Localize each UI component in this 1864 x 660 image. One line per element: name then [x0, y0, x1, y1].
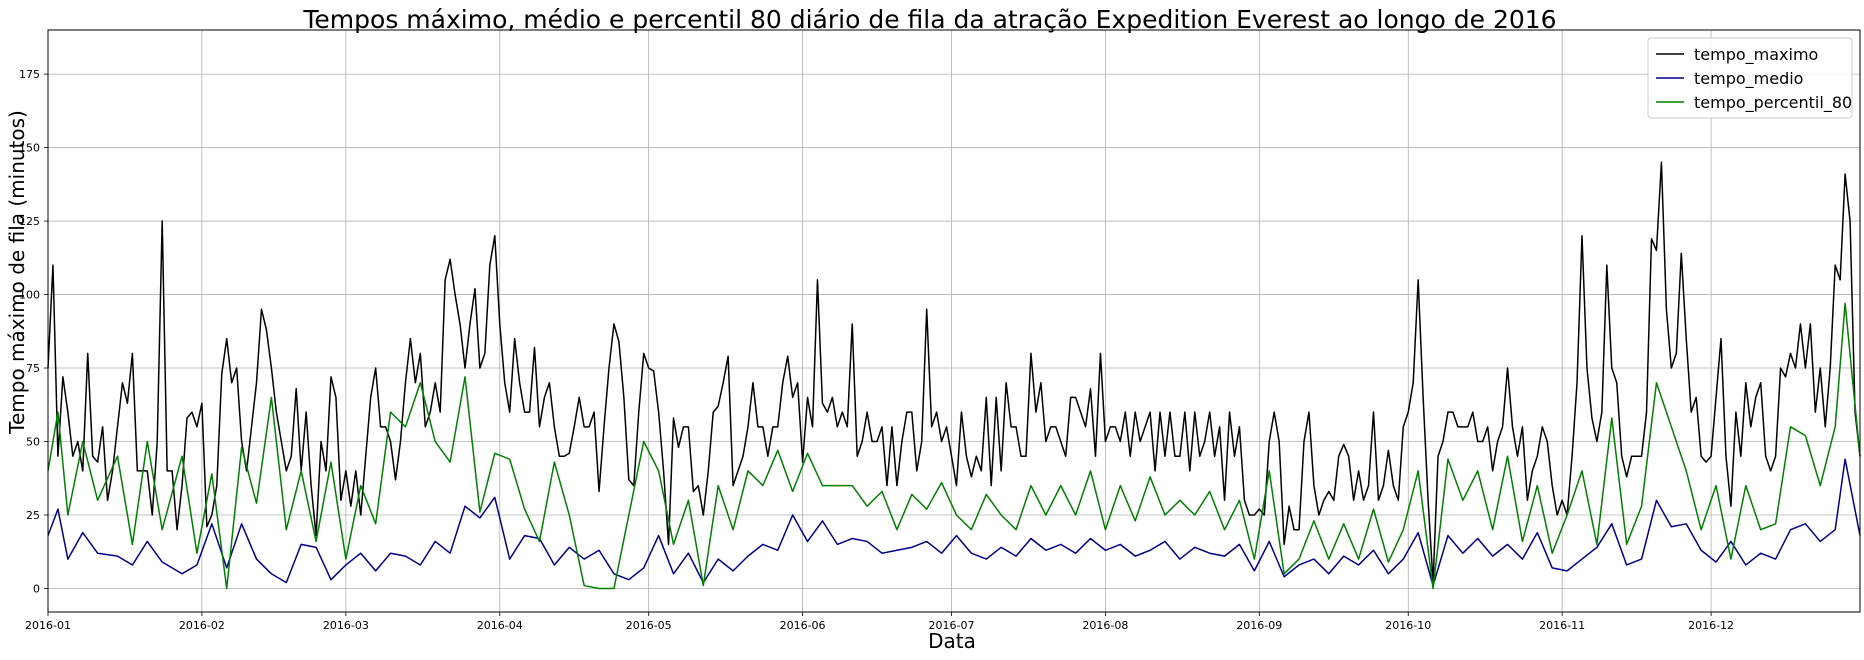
y-tick-label: 0 [33, 582, 40, 595]
y-axis-ticks: 0 25 50 75 100 125 150 175 [19, 68, 48, 595]
legend-box [1647, 37, 1853, 119]
y-axis-label: Tempo máximo de fila (minutos) [5, 110, 29, 435]
x-tick-label: 2016-11 [1539, 619, 1585, 632]
x-axis-ticks: 2016-01 2016-02 2016-03 2016-04 2016-05 2016-… [25, 612, 1734, 632]
plot-frame [47, 29, 1861, 613]
x-tick-label: 2016-07 [929, 619, 975, 632]
x-tick-label: 2016-03 [323, 619, 369, 632]
y-tick-label: 75 [26, 362, 40, 375]
series-line-tempo-percentil-80 [47, 302, 1861, 590]
x-tick-label: 2016-09 [1236, 619, 1282, 632]
x-tick-label: 2016-01 [25, 619, 71, 632]
legend-label-tempo-percentil-80: tempo_percentil_80 [1694, 93, 1852, 113]
x-tick-label: 2016-06 [780, 619, 826, 632]
x-tick-label: 2016-05 [626, 619, 672, 632]
legend-label-tempo-maximo: tempo_maximo [1694, 45, 1818, 65]
x-tick-label: 2016-10 [1385, 619, 1431, 632]
y-tick-label: 100 [19, 289, 40, 302]
x-tick-label: 2016-12 [1688, 619, 1734, 632]
series-lines [47, 161, 1861, 590]
x-tick-label: 2016-02 [179, 619, 225, 632]
legend-label-tempo-medio: tempo_medio [1694, 69, 1803, 89]
series-line-tempo-medio [47, 458, 1861, 587]
legend: tempo_maximo tempo_medio tempo_percentil_8… [1647, 37, 1853, 119]
chart-title: Tempos máximo, médio e percentil 80 diár… [302, 5, 1556, 34]
y-tick-label: 125 [19, 215, 40, 228]
y-tick-label: 50 [26, 436, 40, 449]
x-tick-label: 2016-08 [1082, 619, 1128, 632]
x-axis-label: Data [928, 629, 976, 653]
x-tick-label: 2016-04 [477, 619, 523, 632]
y-tick-label: 175 [19, 68, 40, 81]
y-tick-label: 150 [19, 142, 40, 155]
grid [47, 30, 1860, 612]
series-line-tempo-maximo [47, 161, 1861, 584]
y-tick-label: 25 [26, 509, 40, 522]
